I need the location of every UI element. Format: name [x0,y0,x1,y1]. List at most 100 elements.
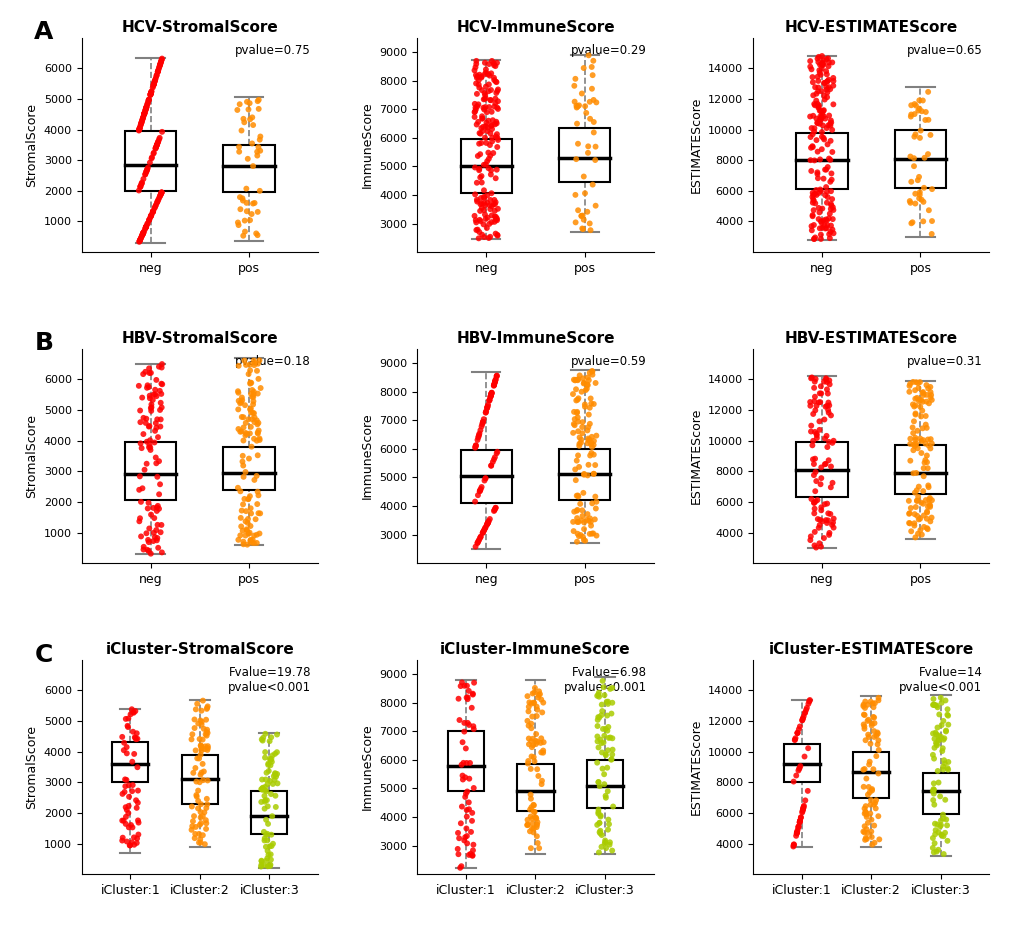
Point [196,764,212,779]
Point [920,496,936,511]
Point [189,697,205,712]
Point [810,63,826,78]
Point [467,212,483,227]
Point [199,728,215,744]
Point [859,815,875,830]
Point [489,82,505,97]
Point [798,700,814,715]
Point [579,507,595,522]
Text: pvalue=0.18: pvalue=0.18 [235,355,311,368]
Point [476,102,492,117]
Point [811,57,827,72]
Point [260,758,276,773]
Point [921,514,937,529]
Point [262,751,278,766]
Point [255,730,271,745]
Point [254,772,270,787]
Point [258,854,274,869]
FancyBboxPatch shape [223,446,274,490]
Point [523,721,539,736]
Point [808,431,824,446]
Point [863,838,879,853]
Point [866,795,882,810]
Point [597,746,613,761]
Point [912,123,928,138]
Point [821,225,838,240]
Point [152,56,168,71]
Point [589,713,605,728]
Point [262,753,278,768]
Point [132,179,149,194]
Point [154,377,170,392]
Point [925,776,942,791]
Point [488,74,504,89]
Point [486,375,502,390]
Point [584,495,600,510]
Point [464,848,480,863]
Point [820,108,837,123]
Point [917,378,933,393]
Point [485,70,501,86]
Point [603,843,620,858]
Point [569,510,585,525]
Point [603,752,620,767]
Point [593,744,609,760]
Point [573,209,589,224]
Point [802,164,818,179]
Point [476,67,492,82]
Point [185,808,202,823]
Point [466,63,482,78]
Point [520,704,536,719]
Point [485,452,501,467]
Point [585,92,601,107]
Point [120,798,137,813]
Point [570,514,586,529]
Point [486,196,502,212]
Point [919,499,935,514]
Text: pvalue=0.31: pvalue=0.31 [906,355,981,368]
Point [477,91,493,106]
Point [479,517,495,532]
Point [572,527,588,542]
Point [821,152,838,167]
Point [143,443,159,458]
Point [821,230,838,245]
Point [921,128,937,143]
Point [791,813,807,828]
Point [190,783,206,798]
Point [482,459,498,474]
Point [915,508,931,523]
Point [862,812,878,827]
Point [807,474,823,489]
Point [597,747,613,762]
Point [529,761,545,776]
Point [582,437,598,452]
Point [268,769,284,784]
Point [921,441,937,456]
Point [459,836,475,851]
Point [147,383,163,398]
Point [488,212,504,227]
Point [132,179,149,194]
Point [804,187,820,202]
Point [263,787,279,802]
Point [796,749,812,764]
Point [808,187,824,202]
FancyBboxPatch shape [251,791,287,835]
Point [926,816,943,831]
Point [809,55,825,70]
Point [258,772,274,787]
Point [912,393,928,408]
Point [479,399,495,414]
Point [233,503,250,518]
Point [817,120,834,135]
Point [148,456,164,471]
Point [869,690,886,705]
Point [918,448,934,463]
Point [931,789,948,804]
Point [481,216,497,231]
Point [483,118,499,133]
Point [855,779,871,794]
Point [474,109,490,124]
Point [806,402,822,417]
